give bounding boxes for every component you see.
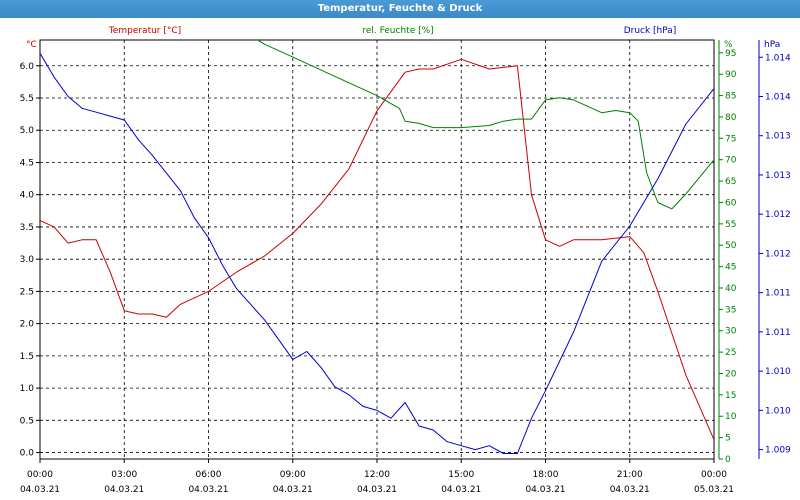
humidity-tick-label: 75 [725, 134, 736, 144]
humidity-axis: 0 5 10 15 20 25 30 35 40 45 50 55 60 65 70 75 80 85 90 95 [718, 40, 737, 465]
pressure-tick-label: 1.009 [765, 446, 791, 456]
humidity-tick-label: 60 [725, 198, 737, 208]
pressure-axis: 1.009 1.010 1.010 1.011 1.011 1.012 1.012 1.013… [758, 40, 791, 459]
humidity-tick-label: 10 [725, 412, 737, 422]
pressure-tick-label: 1.013 [765, 132, 791, 142]
humidity-tick-label: 20 [725, 369, 737, 379]
humidity-tick-label: 0 [725, 455, 731, 465]
grid [40, 40, 714, 459]
humidity-tick-label: 85 [725, 92, 736, 102]
x-tick-date: 04.03.21 [357, 485, 397, 495]
humidity-tick-label: 25 [725, 348, 736, 358]
x-tick-time: 09:00 [280, 470, 306, 480]
humidity-tick-label: 90 [725, 70, 737, 80]
pressure-tick-label: 1.012 [765, 210, 791, 220]
humidity-tick-label: 50 [725, 241, 737, 251]
pressure-tick-label: 1.011 [765, 289, 791, 299]
pressure-unit-label: hPa [764, 40, 780, 50]
temperature-tick-label: 5.5 [20, 94, 34, 104]
humidity-tick-label: 80 [725, 113, 737, 123]
humidity-tick-label: 5 [725, 434, 731, 444]
temperature-tick-label: 2.5 [20, 287, 34, 297]
series-line-humidity [256, 40, 714, 210]
temperature-tick-label: 1.0 [20, 384, 35, 394]
x-tick-time: 21:00 [617, 470, 643, 480]
series-lines [40, 40, 714, 454]
x-tick-date: 04.03.21 [610, 485, 650, 495]
x-tick-date: 04.03.21 [20, 485, 60, 495]
chart: 0.00.51.01.52.02.53.03.54.04.55.05.56.0 … [20, 26, 791, 495]
pressure-tick-label: 1.014 [765, 92, 791, 102]
x-tick-time: 06:00 [196, 470, 222, 480]
temperature-tick-label: 3.5 [20, 223, 34, 233]
x-tick-date: 04.03.21 [273, 485, 313, 495]
humidity-unit-label: % [724, 40, 733, 50]
humidity-tick-label: 70 [725, 156, 737, 166]
temperature-axis-label: Temperatur [°C] [108, 26, 181, 36]
temperature-tick-label: 4.5 [20, 158, 34, 168]
pressure-tick-label: 1.010 [765, 406, 791, 416]
x-tick-time: 00:00 [27, 470, 53, 480]
pressure-tick-label: 1.013 [765, 171, 791, 181]
pressure-tick-label: 1.011 [765, 328, 791, 338]
x-tick-time: 00:00 [701, 470, 727, 480]
humidity-axis-label: rel. Feuchte [%] [362, 26, 433, 36]
x-tick-date: 05.03.21 [694, 485, 734, 495]
pressure-axis-label: Druck [hPa] [624, 26, 677, 36]
x-tick-date: 04.03.21 [188, 485, 228, 495]
humidity-tick-label: 95 [725, 49, 736, 59]
x-tick-time: 18:00 [533, 470, 559, 480]
humidity-tick-label: 65 [725, 177, 736, 187]
pressure-tick-label: 1.010 [765, 367, 791, 377]
temperature-tick-label: 0.5 [20, 416, 34, 426]
chart-title: Temperatur, Feuchte & Druck [0, 0, 800, 18]
temperature-tick-label: 0.0 [20, 449, 35, 459]
humidity-tick-label: 15 [725, 391, 736, 401]
pressure-tick-label: 1.014 [765, 53, 791, 63]
x-tick-date: 04.03.21 [104, 485, 144, 495]
humidity-tick-label: 45 [725, 263, 736, 273]
x-tick-time: 12:00 [364, 470, 390, 480]
x-tick-date: 04.03.21 [525, 485, 565, 495]
temperature-axis: 0.0 0.5 1.0 1.5 2.0 2.5 3.0 3.5 4.0 4.5 5.0 5.5 6.0 [20, 62, 40, 459]
humidity-tick-label: 30 [725, 327, 737, 337]
temperature-tick-label: 2.0 [20, 320, 35, 330]
temperature-unit-label: °C [26, 40, 37, 50]
temperature-tick-label: 4.0 [20, 191, 35, 201]
x-tick-time: 15:00 [448, 470, 474, 480]
x-tick-date: 04.03.21 [441, 485, 481, 495]
temperature-tick-label: 6.0 [20, 62, 35, 72]
series-line-pressure [40, 53, 714, 454]
temperature-tick-label: 5.0 [20, 126, 35, 136]
temperature-tick-label: 1.5 [20, 352, 34, 362]
humidity-tick-label: 35 [725, 305, 736, 315]
x-tick-time: 03:00 [111, 470, 137, 480]
temperature-tick-label: 3.0 [20, 255, 35, 265]
pressure-tick-label: 1.012 [765, 249, 791, 259]
humidity-tick-label: 55 [725, 220, 736, 230]
series-line-temperature [40, 58, 714, 440]
x-axis: 00:00 04.03.21 03:00 04.03.21 06:00 04.03.21 0… [20, 459, 734, 495]
humidity-tick-label: 40 [725, 284, 737, 294]
